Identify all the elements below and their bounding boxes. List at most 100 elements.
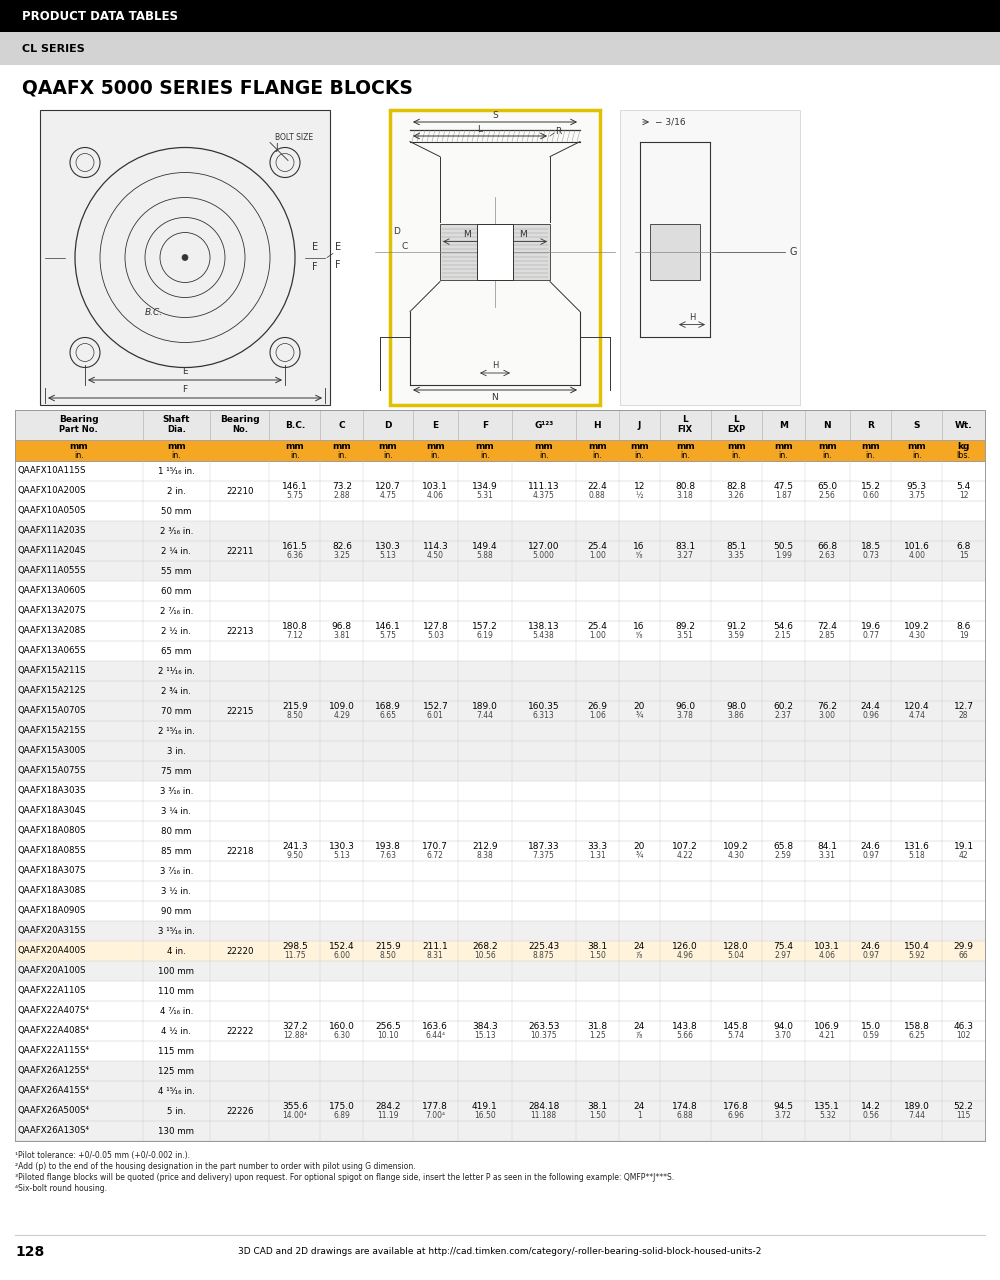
Text: 268.2: 268.2 — [472, 942, 498, 951]
Text: ³Piloted flange blocks will be quoted (price and delivery) upon request. For opt: ³Piloted flange blocks will be quoted (p… — [15, 1172, 674, 1181]
Text: 4.74: 4.74 — [908, 710, 925, 719]
Text: 215.9: 215.9 — [282, 701, 308, 710]
Text: E: E — [432, 421, 438, 430]
Text: D: D — [393, 227, 400, 236]
Text: 7.63: 7.63 — [380, 851, 397, 860]
Text: 3 ¹⁵⁄₁₆ in.: 3 ¹⁵⁄₁₆ in. — [158, 927, 195, 936]
Text: 327.2: 327.2 — [282, 1021, 308, 1030]
Text: N: N — [824, 421, 831, 430]
Text: 163.6: 163.6 — [422, 1021, 448, 1030]
Text: 20: 20 — [633, 842, 645, 851]
Text: 10.10: 10.10 — [377, 1030, 399, 1039]
Text: 12.88⁴: 12.88⁴ — [283, 1030, 307, 1039]
Text: QAAFX26A500S⁴: QAAFX26A500S⁴ — [18, 1106, 90, 1115]
Text: QAAFX 5000 SERIES FLANGE BLOCKS: QAAFX 5000 SERIES FLANGE BLOCKS — [22, 78, 413, 97]
Bar — [15, 1082, 985, 1101]
Text: QAAFX22A407S⁴: QAAFX22A407S⁴ — [18, 1006, 90, 1015]
Text: 5.13: 5.13 — [333, 851, 350, 860]
Text: F: F — [312, 262, 318, 273]
Text: 22213: 22213 — [226, 626, 254, 635]
Text: 8.50: 8.50 — [380, 951, 396, 960]
Text: FIX: FIX — [678, 425, 693, 434]
Bar — [15, 410, 985, 440]
Text: 2 ⁷⁄₁₆ in.: 2 ⁷⁄₁₆ in. — [160, 607, 193, 616]
Text: 180.8: 180.8 — [282, 622, 308, 631]
Text: ¾: ¾ — [635, 710, 643, 719]
Text: 111.13: 111.13 — [528, 483, 559, 492]
Bar — [15, 881, 985, 901]
Text: 384.3: 384.3 — [472, 1021, 498, 1030]
Text: ¾: ¾ — [635, 851, 643, 860]
Text: 24: 24 — [634, 1021, 645, 1030]
Text: QAAFX26A415S⁴: QAAFX26A415S⁴ — [18, 1087, 90, 1096]
Text: QAAFX22A115S⁴: QAAFX22A115S⁴ — [18, 1047, 90, 1056]
Text: M: M — [464, 230, 471, 239]
Text: 3 ⁷⁄₁₆ in.: 3 ⁷⁄₁₆ in. — [160, 867, 193, 876]
Text: 2 ¾ in.: 2 ¾ in. — [161, 686, 191, 695]
Text: 127.00: 127.00 — [528, 541, 559, 550]
Text: H: H — [492, 361, 498, 370]
Text: N: N — [492, 393, 498, 402]
Text: 115 mm: 115 mm — [158, 1047, 194, 1056]
Text: 3.70: 3.70 — [775, 1030, 792, 1039]
Text: 2.85: 2.85 — [819, 631, 836, 640]
Text: mm: mm — [426, 442, 445, 452]
Text: 19.6: 19.6 — [860, 622, 881, 631]
Text: 126.0: 126.0 — [672, 942, 698, 951]
Text: 8.50: 8.50 — [287, 710, 303, 719]
Text: mm: mm — [286, 442, 304, 452]
Text: in.: in. — [822, 451, 832, 460]
Text: 82.6: 82.6 — [332, 541, 352, 550]
Text: 0.60: 0.60 — [862, 492, 879, 500]
Text: 22218: 22218 — [226, 846, 254, 855]
Text: F: F — [182, 385, 188, 394]
Text: 3 ½ in.: 3 ½ in. — [161, 887, 191, 896]
Text: B.C.: B.C. — [145, 308, 163, 317]
Text: 1.99: 1.99 — [775, 550, 792, 561]
Bar — [15, 660, 985, 681]
Text: 1 ¹⁵⁄₁₆ in.: 1 ¹⁵⁄₁₆ in. — [158, 466, 195, 475]
Text: 11.188: 11.188 — [531, 1111, 557, 1120]
Bar — [477, 224, 513, 279]
Text: in.: in. — [778, 451, 788, 460]
Bar — [390, 110, 600, 404]
Text: 107.2: 107.2 — [672, 842, 698, 851]
Text: 5.31: 5.31 — [476, 492, 493, 500]
Text: 5.13: 5.13 — [380, 550, 396, 561]
Text: QAAFX13A207S: QAAFX13A207S — [18, 607, 87, 616]
Text: 158.8: 158.8 — [904, 1021, 930, 1030]
Bar — [15, 922, 985, 941]
Text: 146.1: 146.1 — [375, 622, 401, 631]
Text: 5.92: 5.92 — [908, 951, 925, 960]
Text: QAAFX10A050S: QAAFX10A050S — [18, 507, 87, 516]
Text: mm: mm — [861, 442, 880, 452]
Text: 1.31: 1.31 — [589, 851, 606, 860]
Text: 4.29: 4.29 — [333, 710, 350, 719]
Text: 1.25: 1.25 — [589, 1030, 606, 1039]
Text: 143.8: 143.8 — [672, 1021, 698, 1030]
Text: M: M — [779, 421, 788, 430]
Text: G: G — [790, 247, 798, 256]
Text: 7.375: 7.375 — [533, 851, 555, 860]
Text: QAAFX20A100S: QAAFX20A100S — [18, 966, 87, 975]
Text: 91.2: 91.2 — [726, 622, 746, 631]
Bar — [15, 681, 985, 701]
Text: 0.73: 0.73 — [862, 550, 879, 561]
Text: 100 mm: 100 mm — [158, 966, 194, 975]
Text: QAAFX18A303S: QAAFX18A303S — [18, 786, 87, 795]
Text: 65 mm: 65 mm — [161, 646, 192, 655]
Text: 175.0: 175.0 — [329, 1102, 355, 1111]
Text: in.: in. — [337, 451, 347, 460]
Text: mm: mm — [774, 442, 793, 452]
Text: 5.88: 5.88 — [476, 550, 493, 561]
Text: 149.4: 149.4 — [472, 541, 498, 550]
Text: 419.1: 419.1 — [472, 1102, 498, 1111]
Text: 24.6: 24.6 — [861, 942, 880, 951]
Text: 7.12: 7.12 — [287, 631, 303, 640]
Text: 152.7: 152.7 — [422, 701, 448, 710]
Text: 2 ¼ in.: 2 ¼ in. — [161, 547, 191, 556]
Text: 125 mm: 125 mm — [158, 1066, 194, 1075]
Text: 150.4: 150.4 — [904, 942, 930, 951]
Text: 80.8: 80.8 — [675, 483, 695, 492]
Text: 5.32: 5.32 — [819, 1111, 836, 1120]
